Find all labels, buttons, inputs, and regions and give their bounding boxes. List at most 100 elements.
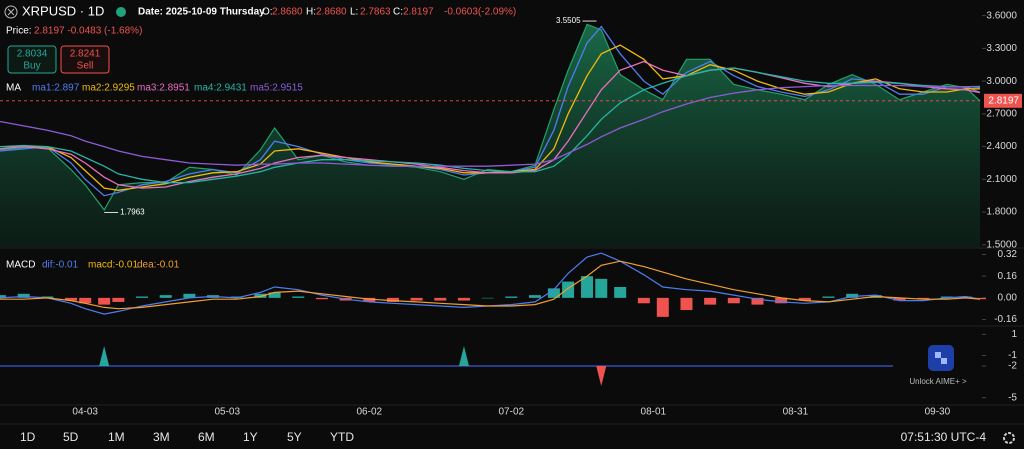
- ohlc-value: 2.8197: [403, 7, 434, 18]
- symbol: XRPUSD · 1D: [22, 3, 104, 18]
- change: -0.0603(-2.09%): [444, 7, 516, 18]
- y-tick-label: 2.1000: [986, 174, 1017, 185]
- legend-entry: ma5:2.9515: [250, 83, 303, 94]
- macd-bar: [98, 297, 111, 305]
- macd-bar: [614, 287, 627, 298]
- legend-entry: ma1:2.897: [32, 83, 80, 94]
- macd-bar: [822, 296, 835, 298]
- macd-bar: [292, 296, 305, 298]
- panel-title: MA: [6, 83, 21, 94]
- macd-bar: [656, 297, 669, 317]
- ma-line: [0, 67, 981, 184]
- macd-bar: [363, 297, 376, 302]
- macd-bar: [562, 281, 575, 298]
- ma-line: [0, 60, 981, 189]
- y-tick-label: 1.5000: [986, 239, 1017, 250]
- macd-bar: [959, 296, 972, 298]
- macd-bar: [79, 297, 92, 304]
- macd-bar: [704, 297, 717, 305]
- x-tick-label: 06-02: [356, 407, 382, 418]
- symbol-icon-x: [7, 8, 15, 16]
- macd-bar: [798, 297, 811, 301]
- macd-bar: [230, 296, 243, 298]
- range-button[interactable]: 3M: [153, 430, 170, 444]
- sell-label[interactable]: Sell: [77, 61, 94, 72]
- ohlc-label: H:: [306, 7, 316, 18]
- x-tick-label: 09-30: [925, 407, 951, 418]
- x-tick-label: 04-03: [72, 407, 98, 418]
- x-tick-label: 08-01: [641, 407, 667, 418]
- legend-entry: dea:-0.01: [137, 260, 180, 271]
- macd-bar: [65, 297, 78, 301]
- ohlc-value: 2.7863: [360, 7, 391, 18]
- ma-line: [0, 84, 981, 167]
- macd-bar: [41, 296, 54, 298]
- signal-marker: [458, 346, 469, 366]
- price-area: [0, 24, 980, 248]
- y-tick-label: 0.16: [998, 271, 1018, 282]
- y-tick-label: -2: [1008, 361, 1017, 372]
- high-label: 3.5505: [556, 16, 581, 25]
- macd-bar: [112, 297, 125, 302]
- y-tick-label: -5: [1008, 392, 1017, 403]
- price-value: 2.8197 -0.0483 (-1.68%): [34, 26, 142, 37]
- y-tick-label: -0.16: [994, 314, 1017, 325]
- y-tick-label: 1.8000: [986, 207, 1017, 218]
- range-button[interactable]: 1Y: [243, 430, 258, 444]
- legend-entry: ma4:2.9431: [194, 83, 247, 94]
- macd-bar: [481, 297, 494, 299]
- macd-bar: [974, 297, 986, 300]
- clock: 07:51:30 UTC-4: [901, 430, 987, 444]
- y-tick-label: 2.4000: [986, 141, 1017, 152]
- signal-marker: [596, 366, 607, 386]
- buy-button[interactable]: [7, 45, 57, 74]
- macd-bar: [528, 295, 541, 298]
- sell-button[interactable]: [60, 45, 110, 74]
- ohlc-label: C:: [393, 7, 403, 18]
- sell-price[interactable]: 2.8241: [70, 49, 101, 60]
- ohlc-value: 2.8680: [272, 7, 303, 18]
- macd-bar: [595, 278, 608, 298]
- y-tick-label: 3.6000: [986, 10, 1017, 21]
- aime-icon[interactable]: [928, 345, 954, 371]
- toolbar: 1D 5D 1M 3M 6M 1Y 5Y YTD: [20, 430, 354, 444]
- legend-entry: ma2:2.9295: [82, 83, 135, 94]
- macd-bar: [183, 293, 196, 298]
- macd-line: [0, 260, 981, 310]
- range-button[interactable]: YTD: [330, 430, 354, 444]
- symbol-icon: [4, 5, 18, 19]
- aime-link[interactable]: Unlock AIME+ >: [909, 377, 967, 386]
- macd-bar: [727, 297, 740, 304]
- legend-entry: dif:-0.01: [42, 260, 79, 271]
- buy-price[interactable]: 2.8034: [17, 49, 48, 60]
- x-tick-label: 08-31: [783, 407, 809, 418]
- y-tick-label: 3.3000: [986, 43, 1017, 54]
- settings-icon[interactable]: [1003, 432, 1015, 444]
- ohlc: O: 2.8680 H: 2.8680 L: 2.7863 C: 2.8197: [262, 7, 434, 18]
- macd-bar: [751, 297, 764, 305]
- buy-label[interactable]: Buy: [23, 61, 40, 72]
- macd-bar: [254, 293, 267, 298]
- range-button[interactable]: 5D: [63, 430, 79, 444]
- range-button[interactable]: 1D: [20, 430, 36, 444]
- macd-bar: [581, 276, 594, 298]
- aime-icon-glyph[interactable]: [935, 352, 947, 364]
- macd-bar: [410, 297, 423, 301]
- macd-bar: [386, 297, 399, 302]
- macd-bar: [547, 288, 560, 298]
- macd-bar: [434, 297, 447, 301]
- macd-bar: [268, 292, 281, 298]
- macd-bar: [17, 293, 30, 298]
- macd-bar: [159, 295, 172, 298]
- macd-bar: [136, 296, 149, 298]
- status-dot: [116, 7, 126, 17]
- y-tick-label: 1: [1011, 329, 1017, 340]
- legend-entry: ma3:2.8951: [137, 83, 190, 94]
- low-label: 1.7963: [120, 208, 145, 217]
- last-price-label: 2.8197: [988, 95, 1019, 106]
- macd-bar: [917, 297, 930, 300]
- range-button[interactable]: 1M: [108, 430, 125, 444]
- range-button[interactable]: 5Y: [287, 430, 302, 444]
- range-button[interactable]: 6M: [198, 430, 215, 444]
